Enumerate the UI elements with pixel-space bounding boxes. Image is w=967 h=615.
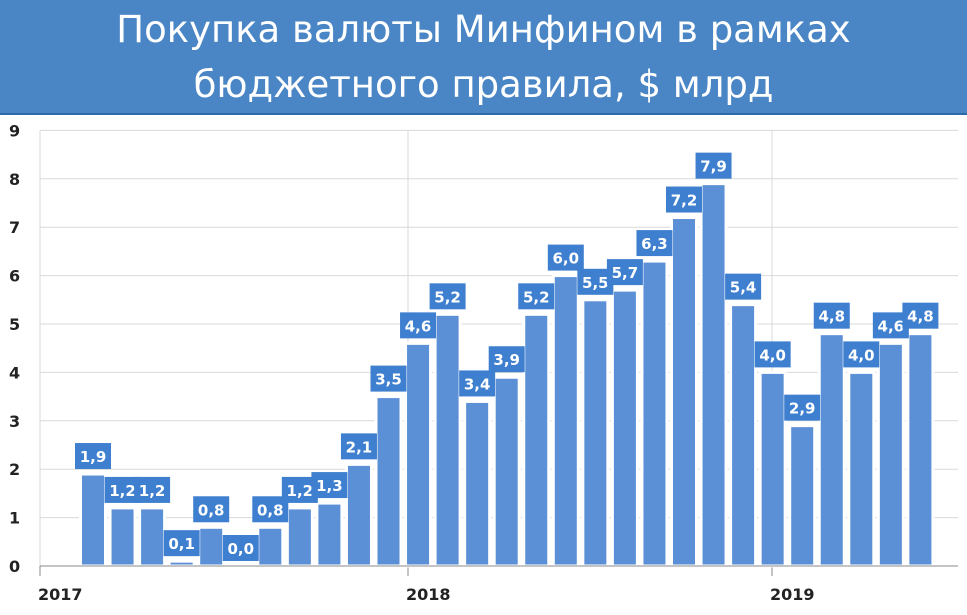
bar <box>315 501 344 568</box>
bar <box>847 370 876 568</box>
data-label: 1,3 <box>316 477 343 495</box>
data-label: 2,1 <box>346 438 373 456</box>
data-label-box <box>400 312 437 339</box>
bar <box>610 288 639 568</box>
data-label: 5,4 <box>730 279 757 297</box>
data-label-box <box>370 365 407 392</box>
chart-title-line-1: Покупка валюты Минфином в рамках <box>116 8 851 51</box>
data-label: 7,2 <box>671 192 698 210</box>
bar <box>492 375 521 568</box>
y-tick-label: 0 <box>9 557 20 576</box>
bar <box>138 506 167 568</box>
y-tick-label: 9 <box>9 121 20 140</box>
bar <box>906 332 935 568</box>
data-label-box <box>636 230 673 257</box>
bar <box>729 303 758 568</box>
bar <box>197 525 226 568</box>
data-label-box <box>340 433 377 460</box>
data-label-box <box>843 341 880 368</box>
data-label-box <box>488 346 525 373</box>
y-tick-label: 5 <box>9 315 20 334</box>
data-label-box <box>311 472 348 499</box>
bar <box>581 298 610 568</box>
bar <box>640 259 669 568</box>
bar <box>699 182 728 568</box>
data-label: 2,9 <box>789 400 816 418</box>
bar <box>817 332 846 568</box>
data-label: 4,6 <box>878 317 905 335</box>
data-label: 3,5 <box>375 371 402 389</box>
data-label: 0,8 <box>257 501 284 519</box>
data-label: 4,0 <box>848 346 875 364</box>
data-label: 5,7 <box>612 264 639 282</box>
bar <box>433 312 462 568</box>
data-label: 5,2 <box>523 288 550 306</box>
year-label: 2019 <box>770 585 815 604</box>
data-label: 0,0 <box>227 540 254 558</box>
y-tick-label: 7 <box>9 218 20 237</box>
y-tick-label: 3 <box>9 412 20 431</box>
data-label-box <box>784 394 821 421</box>
data-label-box <box>606 259 643 286</box>
chart-title-line-2: бюджетного правила, $ млрд <box>193 63 774 106</box>
y-tick-label: 4 <box>9 363 20 382</box>
data-label: 4,8 <box>818 308 845 326</box>
data-label-box <box>222 535 259 561</box>
data-label-box <box>754 341 791 368</box>
data-label-box <box>459 370 496 397</box>
year-label: 2018 <box>406 585 451 604</box>
data-label-box <box>695 152 732 179</box>
bar <box>758 370 787 568</box>
title-banner: Покупка валюты Минфином в рамках бюджетн… <box>0 0 967 115</box>
bar <box>79 472 107 568</box>
data-label-box <box>193 496 230 523</box>
data-label: 0,1 <box>168 535 195 553</box>
bar <box>344 462 373 568</box>
data-label: 1,9 <box>80 448 107 466</box>
data-label: 4,6 <box>405 317 432 335</box>
data-label: 1,2 <box>139 482 166 500</box>
y-tick-label: 1 <box>9 509 20 528</box>
bar <box>876 341 905 568</box>
data-label: 3,9 <box>493 351 520 369</box>
bar <box>404 341 433 568</box>
data-label: 0,8 <box>198 501 225 519</box>
bar <box>108 506 137 568</box>
data-label-box <box>547 244 584 271</box>
data-label: 7,9 <box>700 158 727 176</box>
y-tick-label: 8 <box>9 170 20 189</box>
data-label: 4,8 <box>907 308 934 326</box>
bar <box>167 559 196 568</box>
bar <box>788 424 817 568</box>
data-label-box <box>518 283 555 310</box>
data-label-box <box>725 273 762 300</box>
y-tick-label: 2 <box>9 460 20 479</box>
data-label: 6,0 <box>553 250 580 268</box>
data-label-box <box>429 283 466 310</box>
data-label-box <box>75 443 111 470</box>
data-label: 1,2 <box>287 482 314 500</box>
data-label: 3,4 <box>464 375 491 393</box>
bar <box>551 274 580 568</box>
bar <box>463 399 492 568</box>
data-label: 5,5 <box>582 274 609 292</box>
bar <box>285 506 314 568</box>
data-label: 5,2 <box>434 288 461 306</box>
data-label: 1,2 <box>109 482 136 500</box>
bar <box>522 312 551 568</box>
bar <box>256 525 285 568</box>
bar <box>670 216 698 568</box>
data-label-box <box>134 476 171 503</box>
data-label-box <box>813 302 850 329</box>
data-label-box <box>902 302 939 329</box>
data-label: 4,0 <box>759 346 786 364</box>
year-label: 2017 <box>38 585 83 604</box>
data-label: 6,3 <box>641 235 668 253</box>
bar <box>374 395 403 568</box>
data-label-box <box>163 530 200 557</box>
data-label-box <box>666 186 702 213</box>
y-tick-label: 6 <box>9 267 20 286</box>
